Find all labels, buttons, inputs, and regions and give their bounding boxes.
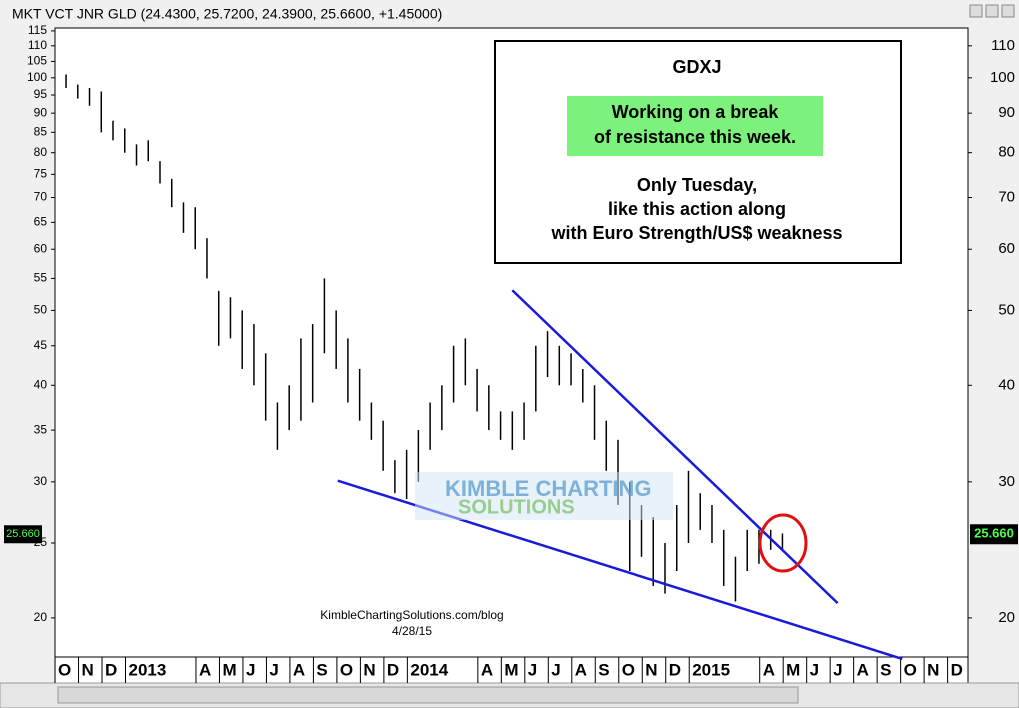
- y2-tick-label: 40: [998, 376, 1015, 393]
- trendline: [511, 289, 839, 605]
- highlight-box: [567, 96, 823, 156]
- highlight-circle: [758, 513, 808, 573]
- y-tick-label: 100: [27, 70, 47, 84]
- window-button[interactable]: [1001, 4, 1015, 18]
- x-tick-label: A: [857, 660, 869, 679]
- y-tick-label: 50: [34, 303, 48, 317]
- x-tick-label: A: [199, 660, 211, 679]
- x-tick-label: S: [880, 660, 891, 679]
- x-tick-label: 2015: [692, 660, 730, 679]
- y2-tick-label: 60: [998, 240, 1015, 257]
- x-tick-label: D: [669, 660, 681, 679]
- x-tick-label: D: [951, 660, 963, 679]
- window-button[interactable]: [969, 4, 983, 18]
- y-tick-label: 20: [34, 610, 48, 624]
- x-tick-label: A: [763, 660, 775, 679]
- x-tick-label: J: [528, 660, 537, 679]
- x-tick-label: N: [363, 660, 375, 679]
- y-tick-label: 75: [34, 167, 48, 181]
- y2-tick-label: 100: [990, 69, 1015, 86]
- x-tick-label: O: [904, 660, 917, 679]
- x-tick-label: N: [645, 660, 657, 679]
- scrollbar[interactable]: [57, 686, 799, 704]
- x-tick-label: J: [246, 660, 255, 679]
- watermark: SOLUTIONS: [458, 496, 575, 518]
- x-tick-label: S: [316, 660, 327, 679]
- x-tick-label: J: [269, 660, 278, 679]
- y2-tick-label: 50: [998, 301, 1015, 318]
- y2-tick-label: 20: [998, 609, 1015, 626]
- x-tick-label: A: [575, 660, 587, 679]
- x-tick-label: D: [387, 660, 399, 679]
- x-tick-label: J: [833, 660, 842, 679]
- x-tick-label: S: [598, 660, 609, 679]
- last-price-label: 25.660: [6, 528, 40, 540]
- y-tick-label: 30: [34, 474, 48, 488]
- y2-tick-label: 110: [991, 37, 1015, 54]
- y-tick-label: 65: [34, 215, 48, 229]
- y-tick-label: 55: [34, 271, 48, 285]
- last-price-label: 25.660: [974, 526, 1014, 541]
- x-tick-label: D: [105, 660, 117, 679]
- footer-url: KimbleChartingSolutions.com/blog: [320, 608, 503, 622]
- annotation-highlight: of resistance this week.: [594, 127, 796, 147]
- x-tick-label: 2014: [410, 660, 448, 679]
- y-tick-label: 95: [34, 87, 48, 101]
- x-tick-label: O: [58, 660, 71, 679]
- x-tick-label: N: [927, 660, 939, 679]
- y-tick-label: 45: [34, 338, 48, 352]
- y-tick-label: 35: [34, 422, 48, 436]
- x-tick-label: 2013: [129, 660, 167, 679]
- y-tick-label: 60: [34, 241, 48, 255]
- x-tick-label: O: [622, 660, 635, 679]
- watermark-bg: [415, 472, 673, 520]
- header: MKT VCT JNR GLD (24.4300, 25.7200, 24.39…: [12, 6, 442, 22]
- y-tick-label: 85: [34, 125, 48, 139]
- y2-tick-label: 30: [998, 473, 1015, 490]
- y2-tick-label: 80: [998, 144, 1015, 161]
- y-tick-label: 90: [34, 105, 48, 119]
- x-tick-label: A: [481, 660, 493, 679]
- y-tick-label: 40: [34, 377, 48, 391]
- x-tick-label: J: [551, 660, 560, 679]
- annotation-body: with Euro Strength/US$ weakness: [550, 223, 842, 243]
- y-tick-label: 80: [34, 145, 48, 159]
- y-tick-label: 105: [27, 54, 47, 68]
- x-tick-label: M: [786, 660, 800, 679]
- y-tick-label: 115: [28, 23, 47, 37]
- x-tick-label: M: [222, 660, 236, 679]
- annotation-body: Only Tuesday,: [637, 175, 757, 195]
- last-price-box: [4, 525, 42, 544]
- last-price-box: [970, 524, 1018, 545]
- y-tick-label: 70: [34, 190, 48, 204]
- y-tick-label: 110: [28, 38, 47, 52]
- window-button[interactable]: [985, 4, 999, 18]
- watermark: KIMBLE CHARTING: [445, 476, 652, 501]
- x-tick-label: O: [340, 660, 353, 679]
- x-tick-label: N: [82, 660, 94, 679]
- annotation-highlight: Working on a break: [612, 102, 780, 122]
- x-axis-band: [54, 656, 969, 684]
- annotation-body: like this action along: [608, 199, 786, 219]
- footer-date: 4/28/15: [392, 624, 432, 638]
- x-tick-label: M: [504, 660, 518, 679]
- x-tick-label: J: [810, 660, 819, 679]
- annotation-title: GDXJ: [672, 57, 721, 77]
- y2-tick-label: 70: [998, 188, 1015, 205]
- x-tick-label: A: [293, 660, 305, 679]
- y2-tick-label: 90: [998, 104, 1015, 121]
